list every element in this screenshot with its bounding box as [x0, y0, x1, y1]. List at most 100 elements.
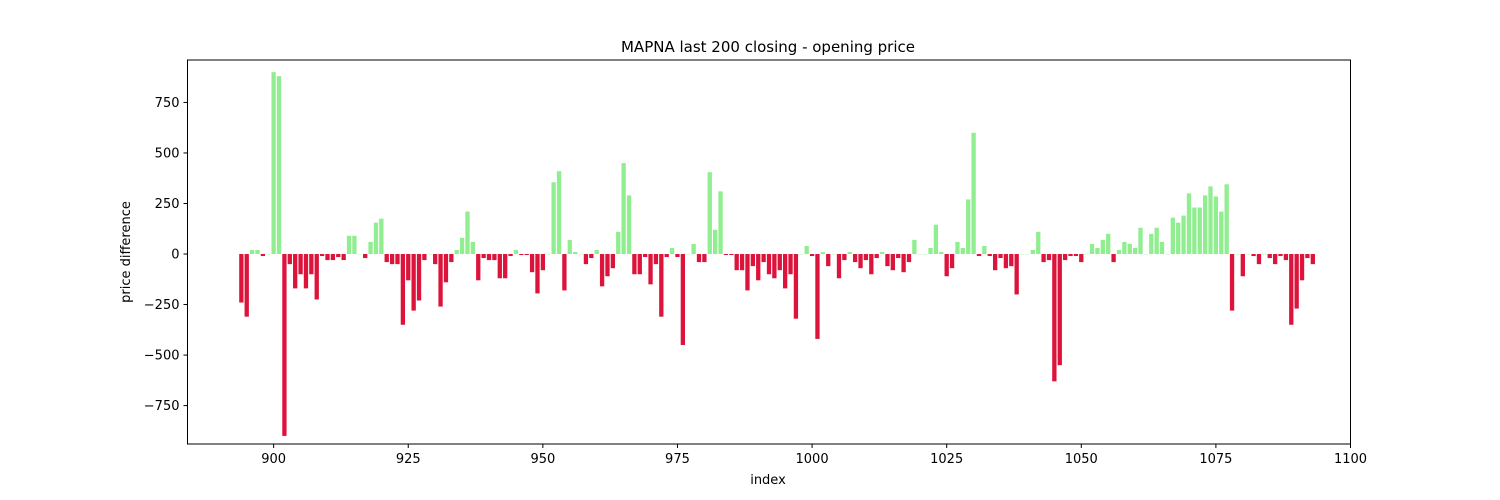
bar: [971, 132, 976, 255]
bar: [944, 254, 949, 277]
bar: [1106, 233, 1111, 255]
bar: [508, 254, 513, 257]
bar: [303, 254, 309, 289]
x-tick-label: 975: [665, 452, 690, 467]
bar: [874, 254, 879, 259]
bar: [276, 76, 282, 255]
y-tick-label: 0: [171, 248, 179, 263]
bar: [643, 254, 648, 258]
bar: [761, 254, 766, 263]
bar: [449, 254, 454, 263]
bar: [1181, 215, 1186, 255]
bar: [486, 254, 492, 261]
bar: [1079, 254, 1084, 263]
bar: [987, 254, 992, 257]
bar: [406, 254, 411, 281]
bar: [1116, 249, 1122, 255]
bar: [1208, 186, 1213, 255]
bar: [1219, 211, 1224, 255]
bar: [739, 254, 745, 271]
bar: [976, 254, 982, 257]
bar: [1041, 254, 1046, 263]
bar: [599, 254, 605, 287]
bar: [529, 254, 535, 273]
bar: [363, 254, 368, 259]
bar: [497, 254, 502, 279]
bar: [1149, 233, 1154, 255]
x-tick-label: 1000: [796, 452, 829, 467]
bar: [1057, 254, 1062, 366]
bar: [416, 254, 422, 301]
x-tick-label: 950: [530, 452, 555, 467]
bar: [443, 254, 449, 283]
bar: [411, 254, 416, 311]
bar: [610, 254, 616, 269]
bar: [282, 254, 287, 436]
bar: [707, 172, 712, 255]
bar: [1127, 243, 1132, 255]
x-axis-label: index: [750, 473, 786, 488]
bar: [1305, 254, 1310, 259]
bar: [1030, 249, 1035, 255]
bar: [960, 247, 965, 255]
plot-frame: [187, 59, 1351, 445]
bar: [1052, 254, 1057, 382]
bar: [368, 241, 373, 255]
bar: [589, 254, 594, 259]
bar: [481, 254, 486, 259]
bar: [912, 239, 917, 255]
bar: [718, 191, 723, 255]
bar: [400, 254, 406, 325]
bar: [804, 245, 809, 255]
bar: [955, 241, 960, 255]
bar: [653, 254, 659, 265]
y-tick-label: 750: [155, 96, 180, 111]
bar: [594, 249, 599, 255]
bar: [336, 254, 341, 258]
bar: [809, 254, 815, 257]
bar: [260, 254, 266, 257]
bar: [319, 254, 325, 257]
bar: [389, 254, 395, 265]
bar: [637, 254, 642, 275]
bar: [1299, 254, 1305, 281]
bar: [852, 254, 858, 263]
bar: [826, 254, 831, 267]
bar: [982, 245, 987, 255]
bar: [503, 254, 508, 279]
bar: [734, 254, 739, 271]
bar: [309, 254, 314, 275]
bar: [465, 211, 470, 255]
bar: [551, 182, 556, 255]
bar: [373, 222, 379, 255]
bar: [298, 254, 303, 275]
bar: [1310, 254, 1315, 265]
bar: [998, 254, 1003, 259]
bar: [330, 254, 336, 261]
bar: [890, 254, 895, 271]
bar: [422, 254, 427, 261]
bar: [438, 254, 443, 307]
bar: [249, 249, 255, 255]
bar: [1100, 239, 1105, 255]
bar: [879, 252, 885, 255]
bar: [1089, 243, 1095, 255]
bar: [433, 254, 438, 265]
bar: [535, 254, 540, 294]
x-tick-label: 1025: [930, 452, 963, 467]
bar: [815, 254, 820, 339]
bar: [1014, 254, 1019, 295]
bar: [1213, 196, 1219, 255]
y-axis-label: price difference: [119, 201, 134, 303]
bar: [702, 254, 707, 263]
bar: [723, 254, 729, 256]
bar: [756, 254, 761, 281]
chart-title: MAPNA last 200 closing - opening price: [621, 38, 915, 56]
bar: [664, 254, 669, 258]
bar: [772, 254, 777, 279]
bar: [1229, 254, 1235, 311]
bar: [567, 239, 572, 255]
y-tick-label: −750: [144, 399, 180, 414]
